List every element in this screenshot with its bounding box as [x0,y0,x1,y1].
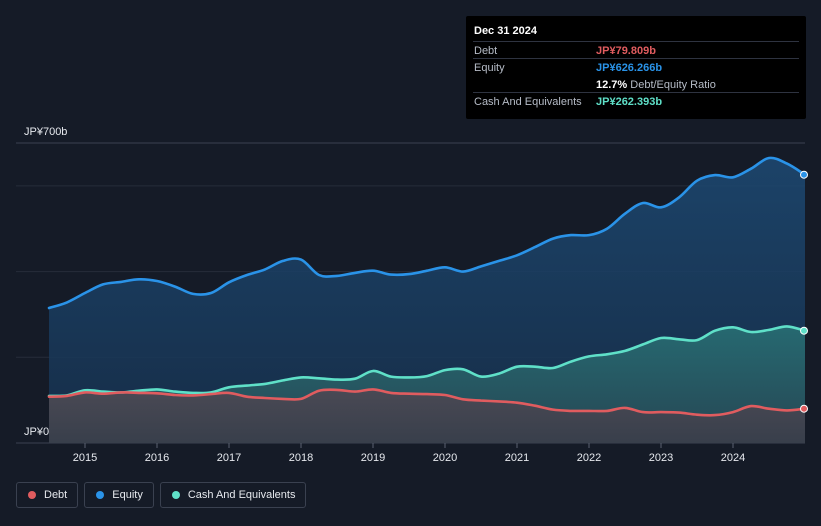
tooltip: Dec 31 2024 Debt JP¥79.809b Equity JP¥62… [466,16,806,119]
x-tick-label: 2019 [361,452,385,464]
x-tick-label: 2020 [433,452,457,464]
x-tick-label: 2024 [721,452,745,464]
tooltip-row-equity: Equity JP¥626.266b [473,58,799,76]
tooltip-cash-value: JP¥262.393b [596,96,663,108]
tooltip-debt-label: Debt [474,45,498,57]
tooltip-debt-value: JP¥79.809b [596,45,656,57]
legend-debt-label: Debt [44,489,68,501]
tooltip-ratio-value: 12.7% [596,79,628,91]
tooltip-equity-label: Equity [474,62,505,74]
y-axis-bottom-label: JP¥0 [24,426,49,438]
x-tick-label: 2021 [505,452,529,464]
equity-dot-icon [96,491,105,499]
legend: Debt Equity Cash And Equivalents [16,482,307,510]
tooltip-row-debt: Debt JP¥79.809b [473,41,799,59]
tooltip-date: Dec 31 2024 [474,25,537,37]
cash-end-marker [800,326,808,335]
tooltip-cash-label: Cash And Equivalents [474,96,582,108]
x-tick-label: 2018 [289,452,313,464]
x-tick-label: 2022 [577,452,601,464]
tooltip-equity-value: JP¥626.266b [596,62,663,74]
cash-dot-icon [171,491,180,499]
x-tick-label: 2023 [649,452,673,464]
equity-end-marker [800,170,808,179]
debt-line [47,388,807,417]
x-tick-label: 2017 [217,452,241,464]
chart: JP¥700b JP¥0 2015 2016 2017 2018 2019 2020 202… [16,126,808,464]
legend-item-equity[interactable]: Equity [84,482,154,508]
tooltip-row-cash: Cash And Equivalents JP¥262.393b [473,92,799,110]
y-axis-top-label: JP¥700b [24,126,67,138]
equity-line [47,156,807,310]
cash-line [47,325,807,398]
legend-equity-label: Equity [112,489,143,501]
debt-dot-icon [28,491,36,499]
tooltip-row-ratio: 12.7% Debt/Equity Ratio [473,75,799,93]
legend-item-cash[interactable]: Cash And Equivalents [159,482,307,508]
legend-cash-label: Cash And Equivalents [187,489,296,501]
debt-area [49,389,805,443]
tooltip-ratio: 12.7% Debt/Equity Ratio [596,79,716,91]
legend-item-debt[interactable]: Debt [16,482,79,508]
x-tick-label: 2016 [145,452,169,464]
debt-end-marker [800,404,808,413]
x-tick-label: 2015 [73,452,97,464]
tooltip-ratio-label: Debt/Equity Ratio [630,79,716,91]
